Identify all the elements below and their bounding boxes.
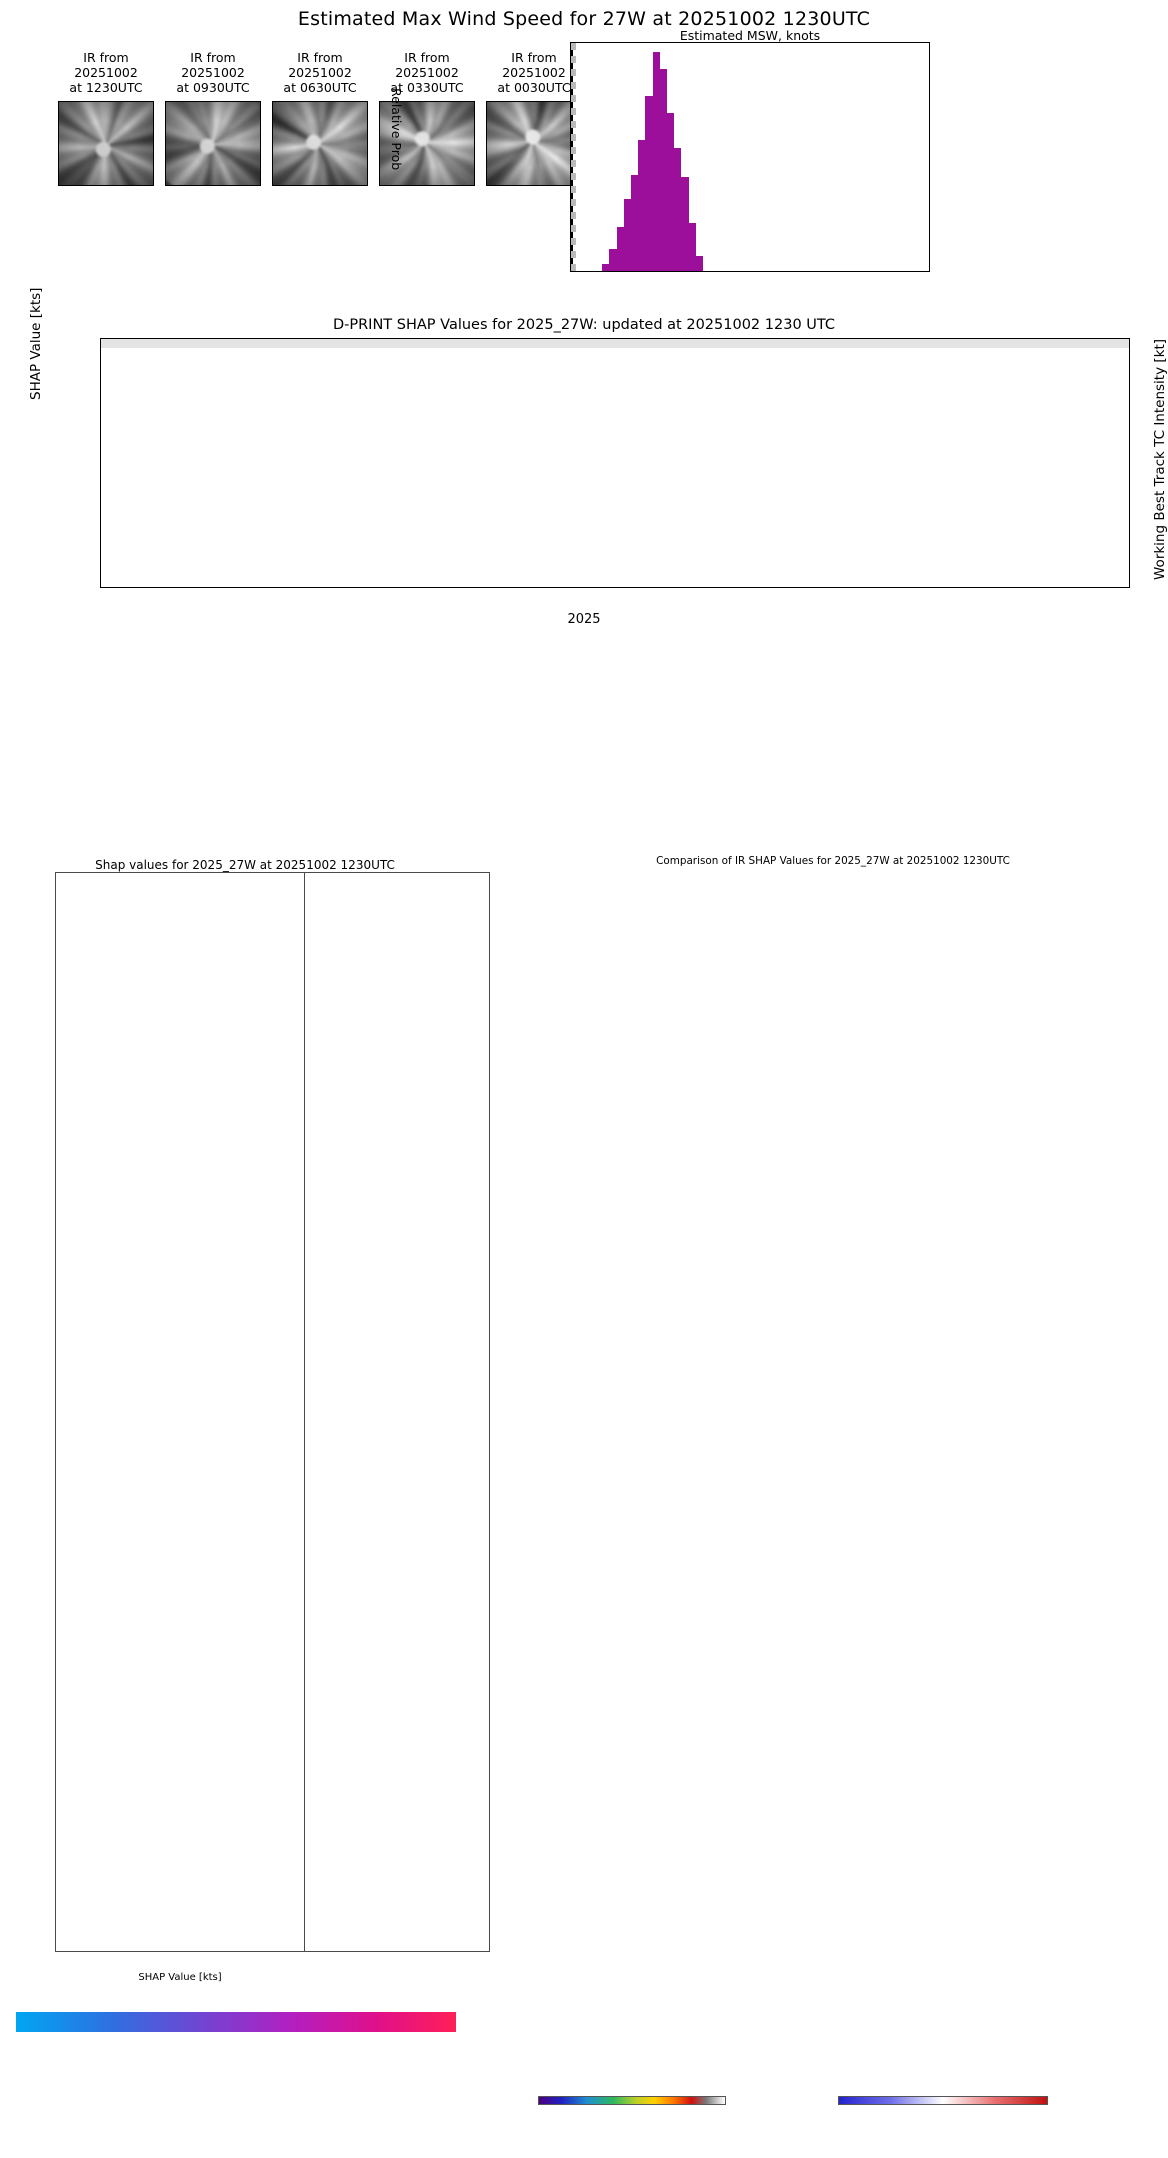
ir-thumbnail-image xyxy=(379,101,475,186)
ir-thumbnail-caption: 20251002 xyxy=(74,65,138,80)
ir-thumbnail-caption: 20251002 xyxy=(502,65,566,80)
histogram-bar xyxy=(609,249,617,271)
brightness-temperature-colorbar xyxy=(538,2096,726,2105)
shap-x-axis-label: SHAP Value [kts] xyxy=(138,1972,222,1983)
timeseries-title: D-PRINT SHAP Values for 2025_27W: update… xyxy=(332,317,836,333)
page-title: Estimated Max Wind Speed for 27W at 2025… xyxy=(297,8,871,30)
ir-thumbnail-image xyxy=(165,101,261,186)
histogram-bar xyxy=(667,113,675,271)
comparison-title: Comparison of IR SHAP Values for 2025_27… xyxy=(656,855,1010,867)
histogram-bar xyxy=(638,139,646,271)
histogram-bar xyxy=(602,264,610,271)
ir-thumbnail-caption: IR from xyxy=(83,50,129,65)
ir-thumbnail-caption: 20251002 xyxy=(395,65,459,80)
shap-timeseries-plot[interactable] xyxy=(100,338,1130,588)
shap-values-colorbar xyxy=(838,2096,1048,2105)
ir-thumbnail-caption: 20251002 xyxy=(181,65,245,80)
timeseries-x-axis-label: 2025 xyxy=(567,612,601,627)
zero-reference-band xyxy=(101,339,1129,348)
ir-thumbnail-1: IR from 20251002 at 0930UTC xyxy=(155,50,271,186)
ir-thumbnail-0: IR from 20251002 at 1230UTC xyxy=(48,50,164,186)
histogram-bar xyxy=(659,69,667,271)
ir-thumbnail-caption: at 1230UTC xyxy=(69,80,143,95)
ir-thumbnail-caption: IR from xyxy=(511,50,557,65)
ir-thumbnail-caption: IR from xyxy=(404,50,450,65)
histogram-bar xyxy=(688,222,696,271)
ir-thumbnail-caption: at 0630UTC xyxy=(283,80,357,95)
jtwc-official-line xyxy=(571,43,576,271)
histogram-y-axis-label: Relative Prob xyxy=(389,88,404,171)
ir-thumbnail-3: IR from 20251002 at 0330UTC xyxy=(369,50,485,186)
shap-dotplot-title: Shap values for 2025_27W at 20251002 123… xyxy=(95,858,395,872)
feature-value-colorbar xyxy=(16,2012,456,2032)
msw-histogram[interactable] xyxy=(570,42,930,272)
ir-thumbnail-image xyxy=(486,101,582,186)
ir-thumbnail-caption: 20251002 xyxy=(288,65,352,80)
histogram-title: Estimated MSW, knots xyxy=(679,28,821,43)
ir-thumbnail-image xyxy=(58,101,154,186)
ir-thumbnail-caption: at 0930UTC xyxy=(176,80,250,95)
histogram-bar xyxy=(623,198,631,271)
histogram-bar xyxy=(652,51,660,271)
histogram-bar xyxy=(631,174,639,271)
ir-thumbnail-caption: IR from xyxy=(297,50,343,65)
histogram-bar xyxy=(616,227,624,271)
histogram-bar xyxy=(681,176,689,271)
ir-thumbnail-image xyxy=(272,101,368,186)
ir-thumbnail-4: IR from 20251002 at 0030UTC xyxy=(476,50,592,186)
histogram-bar xyxy=(674,148,682,271)
shap-dotplot[interactable] xyxy=(55,872,305,1952)
ir-thumbnail-caption: IR from xyxy=(190,50,236,65)
ir-thumbnail-2: IR from 20251002 at 0630UTC xyxy=(262,50,378,186)
ir-thumbnail-caption: at 0030UTC xyxy=(497,80,571,95)
timeseries-lines xyxy=(101,339,1130,588)
timeseries-y2-axis-label: Working Best Track TC Intensity [kt] xyxy=(1152,338,1168,580)
histogram-bar xyxy=(645,95,653,271)
timeseries-y-axis-label: SHAP Value [kts] xyxy=(28,287,44,400)
histogram-bar xyxy=(695,255,703,271)
ir-thumbnail-caption: at 0330UTC xyxy=(390,80,464,95)
shap-feature-descriptions xyxy=(305,872,490,1952)
